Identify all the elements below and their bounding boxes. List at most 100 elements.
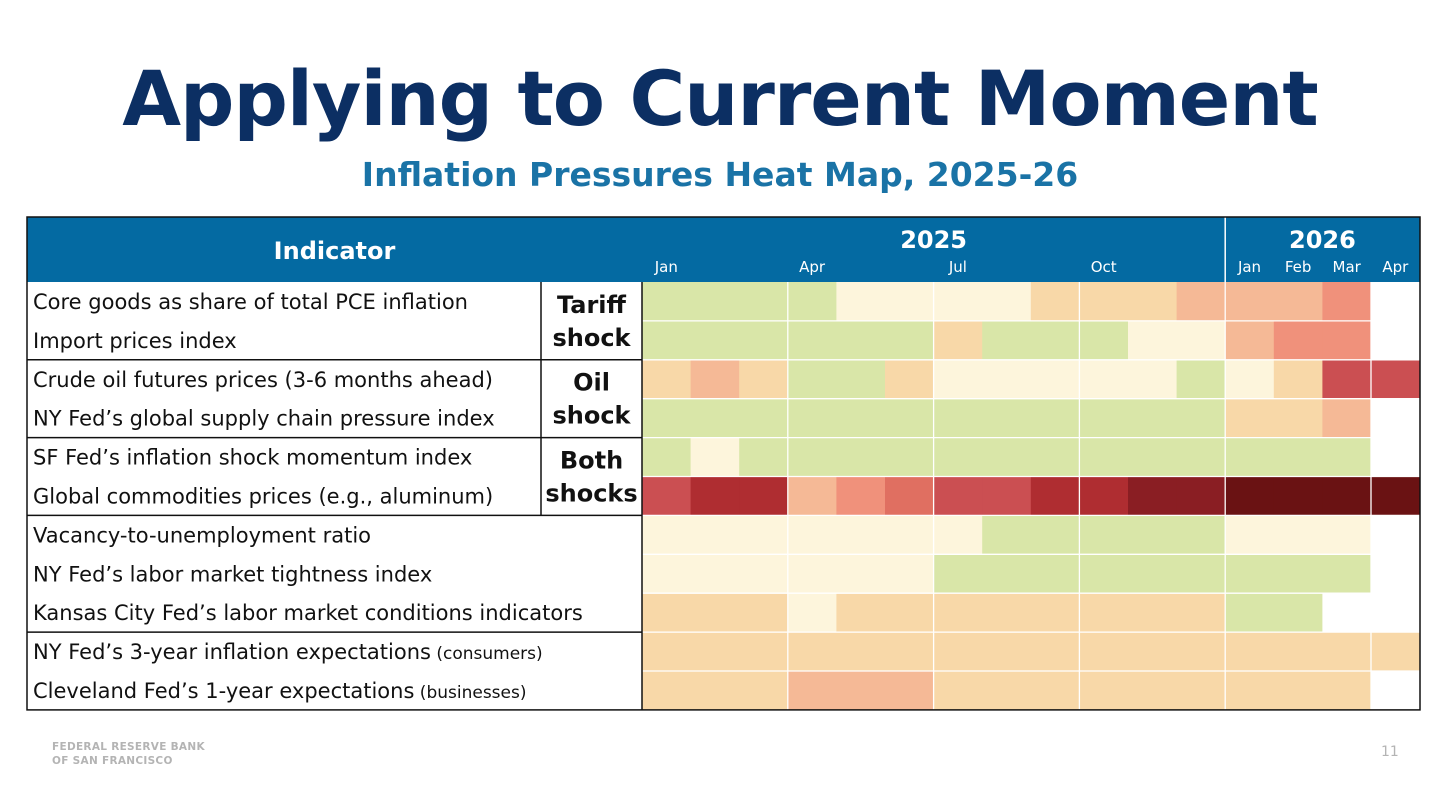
heat-cell: [787, 282, 837, 322]
heat-cell: [1371, 398, 1420, 438]
heat-cell: [690, 554, 740, 594]
heat-cell: [1030, 282, 1080, 322]
heat-cell: [1030, 359, 1080, 400]
heat-cell: [642, 437, 691, 477]
group-label: Both: [560, 447, 623, 475]
header-band: [27, 217, 1420, 282]
heat-cell: [1030, 398, 1080, 438]
heat-cell: [1273, 437, 1323, 477]
heat-cell: [739, 593, 789, 633]
heat-cell: [1176, 554, 1226, 594]
heat-cell: [933, 398, 983, 438]
heat-cell: [1322, 282, 1372, 322]
heat-cell: [1273, 593, 1323, 633]
month-label-oct: Oct: [1091, 258, 1117, 276]
heat-cell: [1273, 554, 1323, 594]
heat-cell: [739, 476, 789, 516]
heat-cell: [885, 398, 934, 438]
heat-cell: [1030, 320, 1080, 361]
heat-cell: [1128, 632, 1177, 672]
heat-cell: [982, 554, 1032, 594]
heat-cell: [1371, 359, 1420, 400]
heat-cell: [1128, 515, 1177, 555]
heat-cell: [642, 632, 691, 672]
heat-cell: [982, 476, 1032, 516]
month-label-jul: Jul: [948, 258, 967, 276]
heat-cell: [1030, 593, 1080, 633]
heat-cell: [739, 398, 789, 438]
heat-cell: [1128, 320, 1177, 361]
heat-cell: [1079, 476, 1129, 516]
heat-cell: [1079, 437, 1129, 477]
indicator-row-label: SF Fed’s inflation shock momentum index: [33, 446, 472, 470]
heat-cell: [642, 554, 691, 594]
heat-cell: [836, 437, 886, 477]
heat-cell: [1273, 398, 1323, 438]
indicator-row-label: Import prices index: [33, 329, 237, 353]
heat-cell: [1128, 671, 1177, 711]
heat-cell: [1176, 593, 1226, 633]
heat-cell: [1079, 554, 1129, 594]
heat-cell: [1030, 554, 1080, 594]
heat-cell: [982, 632, 1032, 672]
heat-cell: [1079, 282, 1129, 322]
heat-cell: [885, 593, 934, 633]
heat-cell: [836, 359, 886, 400]
heat-cell: [1176, 320, 1226, 361]
heat-cell: [1128, 398, 1177, 438]
heat-cell: [982, 282, 1032, 322]
heat-cell: [836, 320, 886, 361]
heat-cell: [1322, 476, 1372, 516]
heat-cell: [1371, 554, 1420, 594]
heat-cell: [787, 437, 837, 477]
heat-cell: [1273, 282, 1323, 322]
group-label: shock: [552, 324, 631, 352]
heat-cell: [1128, 437, 1177, 477]
heat-cell: [1079, 398, 1129, 438]
heat-cell: [690, 437, 740, 477]
heat-cell: [1225, 398, 1275, 438]
heat-cell: [885, 671, 934, 711]
month-label-jan: Jan: [1237, 258, 1261, 276]
heat-cell: [885, 515, 934, 555]
heat-cell: [1079, 515, 1129, 555]
heat-cell: [739, 632, 789, 672]
heat-cell: [690, 320, 740, 361]
heat-cell: [1371, 632, 1420, 672]
heat-cell: [1176, 515, 1226, 555]
heat-cell: [739, 437, 789, 477]
indicator-name: Cleveland Fed’s 1-year expectations: [33, 679, 414, 703]
heat-cell: [787, 554, 837, 594]
heat-cell: [1371, 593, 1420, 633]
indicator-name: Core goods as share of total PCE inflati…: [33, 290, 468, 314]
heat-cell: [1371, 476, 1420, 516]
heat-cell: [1176, 398, 1226, 438]
month-label-apr: Apr: [1382, 258, 1409, 276]
heat-cell: [1322, 398, 1372, 438]
heat-cell: [982, 671, 1032, 711]
heat-cell: [1273, 359, 1323, 400]
indicator-row-label: Core goods as share of total PCE inflati…: [33, 290, 468, 314]
heat-cell: [885, 632, 934, 672]
heat-cell: [1322, 632, 1372, 672]
page-number: 11: [1381, 744, 1399, 760]
heat-cell: [1079, 320, 1129, 361]
heat-cell: [787, 671, 837, 711]
heat-cell: [739, 282, 789, 322]
indicator-name: Crude oil futures prices (3-6 months ahe…: [33, 368, 493, 392]
heat-cell: [1128, 554, 1177, 594]
heat-cell: [1371, 320, 1420, 361]
month-label-apr: Apr: [799, 258, 826, 276]
heat-cell: [1371, 282, 1420, 322]
heat-cell: [1225, 554, 1275, 594]
heat-cell: [982, 359, 1032, 400]
heat-cell: [1273, 515, 1323, 555]
heat-cell: [787, 593, 837, 633]
heat-cell: [836, 515, 886, 555]
heat-cell: [1225, 515, 1275, 555]
heat-cell: [1030, 671, 1080, 711]
heat-cell: [1371, 671, 1420, 711]
heat-cell: [1225, 282, 1275, 322]
footer-line-1: FEDERAL RESERVE BANK: [52, 741, 205, 753]
